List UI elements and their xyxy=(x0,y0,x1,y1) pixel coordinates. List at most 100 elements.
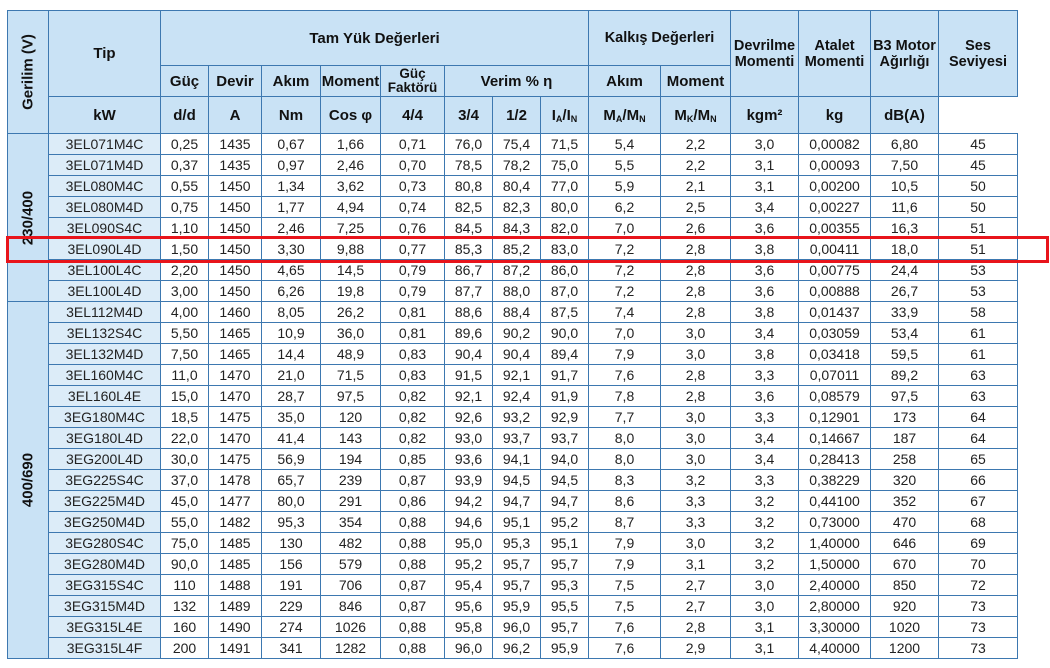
table-cell: 239 xyxy=(320,469,381,491)
motor-type-cell: 3EL071M4D xyxy=(48,154,161,176)
table-cell: 670 xyxy=(870,553,939,575)
table-cell: 0,75 xyxy=(160,196,209,218)
table-cell: 1450 xyxy=(208,217,262,239)
table-cell: 61 xyxy=(938,343,1018,365)
unit-e12: 1/2 xyxy=(492,96,541,134)
table-cell: 1460 xyxy=(208,301,262,323)
table-cell: 75,0 xyxy=(160,532,209,554)
motor-type-cell: 3EG315M4D xyxy=(48,595,161,617)
table-cell: 63 xyxy=(938,364,1018,386)
table-cell: 96,2 xyxy=(492,637,541,659)
table-cell: 45 xyxy=(938,133,1018,155)
table-cell: 0,12901 xyxy=(798,406,871,428)
table-cell: 3,2 xyxy=(730,490,799,512)
motor-type-cell: 3EG315L4F xyxy=(48,637,161,659)
table-cell: 71,5 xyxy=(320,364,381,386)
table-cell: 0,77 xyxy=(380,238,445,260)
table-cell: 91,9 xyxy=(540,385,589,407)
table-cell: 8,3 xyxy=(588,469,661,491)
table-row: 3EG280S4C 75,0 1485 130 482 0,88 95,0 95,3 95,1 7… xyxy=(8,532,1018,554)
table-cell: 3,0 xyxy=(660,343,731,365)
table-cell: 3,1 xyxy=(730,637,799,659)
moment-header: Moment xyxy=(320,65,381,97)
table-cell: 191 xyxy=(261,574,321,596)
motor-type-cell: 3EL080M4C xyxy=(48,175,161,197)
table-cell: 1,40000 xyxy=(798,532,871,554)
table-row: 3EL100L4D 3,00 1450 6,26 19,8 0,79 87,7 88,0 87,… xyxy=(8,280,1018,302)
table-cell: 1477 xyxy=(208,490,262,512)
table-cell: 16,3 xyxy=(870,217,939,239)
table-cell: 1450 xyxy=(208,259,262,281)
table-cell: 6,26 xyxy=(261,280,321,302)
table-cell: 7,8 xyxy=(588,385,661,407)
table-cell: 2,20 xyxy=(160,259,209,281)
table-cell: 93,9 xyxy=(444,469,493,491)
inertia-header: Atalet Momenti xyxy=(798,10,871,97)
table-cell: 96,0 xyxy=(444,637,493,659)
table-row: 3EL090L4D 1,50 1450 3,30 9,88 0,77 85,3 85,2 83,… xyxy=(8,238,1018,260)
table-cell: 5,4 xyxy=(588,133,661,155)
unit-e34: 3/4 xyxy=(444,96,493,134)
table-cell: 86,7 xyxy=(444,259,493,281)
table-cell: 94,1 xyxy=(492,448,541,470)
table-row: 3EL160L4E 15,0 1470 28,7 97,5 0,82 92,1 92,4 91,… xyxy=(8,385,1018,407)
table-cell: 59,5 xyxy=(870,343,939,365)
table-cell: 89,6 xyxy=(444,322,493,344)
table-cell: 97,5 xyxy=(870,385,939,407)
table-row: 3EG225S4C 37,0 1478 65,7 239 0,87 93,9 94,5 94,5… xyxy=(8,469,1018,491)
table-cell: 3,4 xyxy=(730,196,799,218)
table-cell: 470 xyxy=(870,511,939,533)
table-cell: 579 xyxy=(320,553,381,575)
table-cell: 94,5 xyxy=(492,469,541,491)
table-cell: 95,9 xyxy=(540,637,589,659)
table-cell: 65,7 xyxy=(261,469,321,491)
table-cell: 50 xyxy=(938,196,1018,218)
table-cell: 0,00411 xyxy=(798,238,871,260)
table-cell: 0,03059 xyxy=(798,322,871,344)
table-cell: 156 xyxy=(261,553,321,575)
table-cell: 66 xyxy=(938,469,1018,491)
table-cell: 1475 xyxy=(208,406,262,428)
table-cell: 1282 xyxy=(320,637,381,659)
table-cell: 84,3 xyxy=(492,217,541,239)
table-cell: 0,70 xyxy=(380,154,445,176)
motor-type-cell: 3EL090S4C xyxy=(48,217,161,239)
table-cell: 68 xyxy=(938,511,1018,533)
motor-type-cell: 3EG180L4D xyxy=(48,427,161,449)
motor-type-cell: 3EL132M4D xyxy=(48,343,161,365)
table-cell: 110 xyxy=(160,574,209,596)
table-cell: 3,6 xyxy=(730,385,799,407)
table-cell: 4,40000 xyxy=(798,637,871,659)
table-cell: 0,73000 xyxy=(798,511,871,533)
table-cell: 0,14667 xyxy=(798,427,871,449)
table-row: 3EG315L4F 200 1491 341 1282 0,88 96,0 96,2 95,9 7… xyxy=(8,637,1018,659)
table-cell: 93,2 xyxy=(492,406,541,428)
table-cell: 21,0 xyxy=(261,364,321,386)
table-cell: 0,82 xyxy=(380,406,445,428)
table-cell: 3,3 xyxy=(730,364,799,386)
table-cell: 1470 xyxy=(208,427,262,449)
table-row: 3EG200L4D 30,0 1475 56,9 194 0,85 93,6 94,1 94,0… xyxy=(8,448,1018,470)
table-cell: 3,00 xyxy=(160,280,209,302)
table-cell: 850 xyxy=(870,574,939,596)
start-moment-header: Moment xyxy=(660,65,731,97)
table-cell: 2,46 xyxy=(320,154,381,176)
table-cell: 89,4 xyxy=(540,343,589,365)
breakdown-torque-header: Devrilme Momenti xyxy=(730,10,799,97)
table-cell: 1,50000 xyxy=(798,553,871,575)
table-row: 3EG225M4D 45,0 1477 80,0 291 0,86 94,2 94,7 94,7… xyxy=(8,490,1018,512)
table-cell: 6,2 xyxy=(588,196,661,218)
table-cell: 1478 xyxy=(208,469,262,491)
voltage-group-cell: 400/690 xyxy=(7,301,49,659)
table-cell: 93,6 xyxy=(444,448,493,470)
motor-type-cell: 3EG225M4D xyxy=(48,490,161,512)
table-row: 3EG315M4D 132 1489 229 846 0,87 95,6 95,9 95,5 7,… xyxy=(8,595,1018,617)
motor-type-cell: 3EG225S4C xyxy=(48,469,161,491)
table-cell: 1485 xyxy=(208,532,262,554)
table-cell: 95,5 xyxy=(540,595,589,617)
table-cell: 0,00775 xyxy=(798,259,871,281)
voltage-header: Gerilim (V) xyxy=(7,10,49,134)
table-cell: 72 xyxy=(938,574,1018,596)
table-cell: 92,9 xyxy=(540,406,589,428)
table-cell: 0,88 xyxy=(380,616,445,638)
